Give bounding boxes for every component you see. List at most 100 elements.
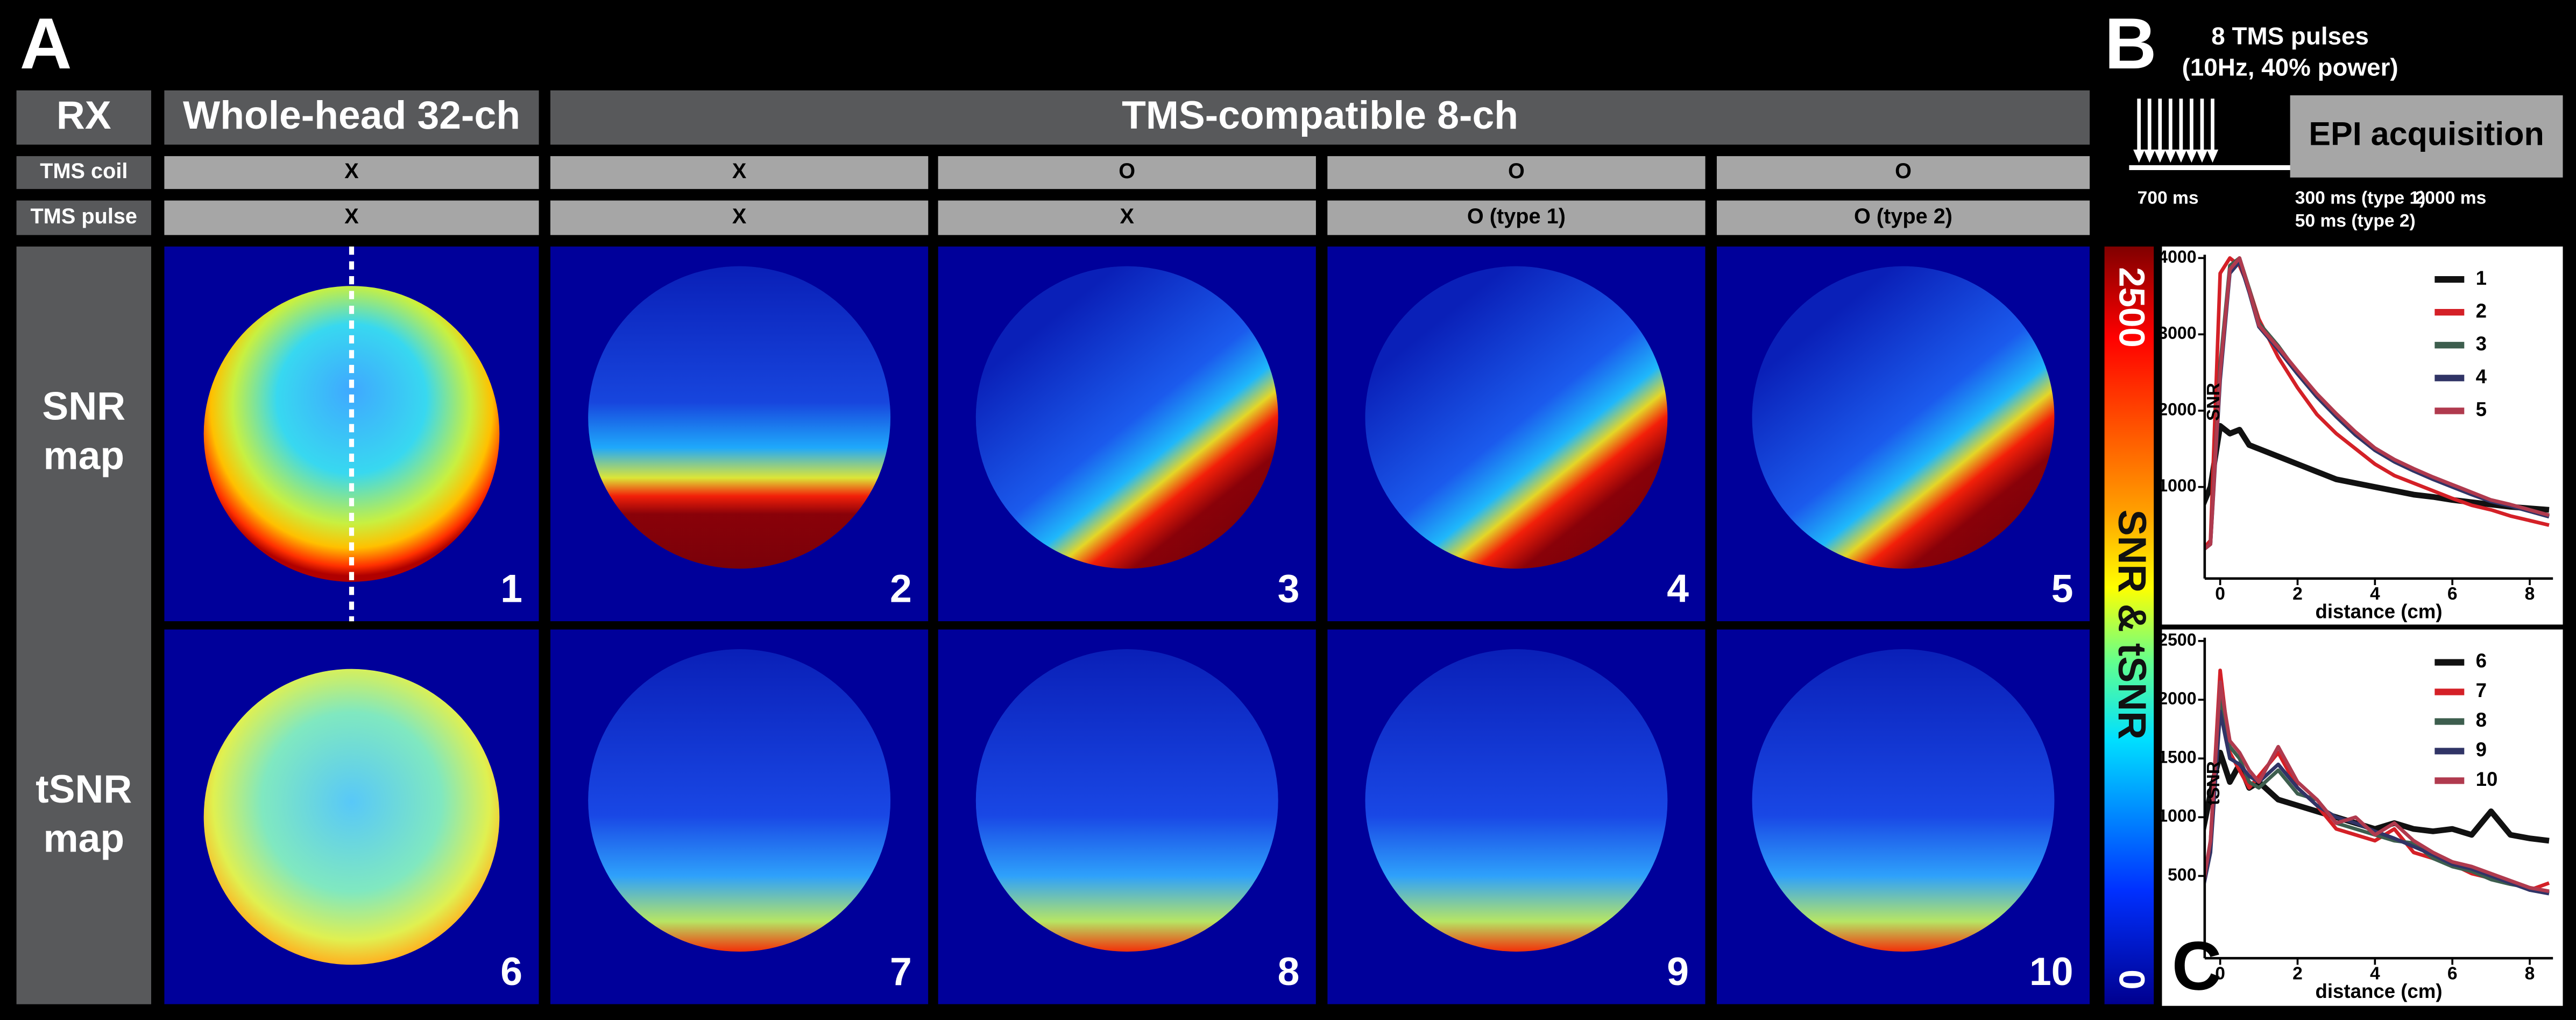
condition-text: O: [1895, 159, 1912, 183]
condition-text: O (type 2): [1854, 205, 1952, 228]
x-tick-label: 8: [2525, 584, 2535, 604]
header-rx: RX: [56, 93, 111, 137]
map-slice: [1752, 266, 2055, 569]
header-cell: [16, 90, 151, 145]
map-label: SNR: [42, 384, 125, 428]
map-number: 5: [2051, 567, 2073, 611]
brain-map: [938, 247, 1316, 622]
condition-cell: [1716, 200, 2090, 235]
brain-map: [1716, 629, 2090, 1004]
x-tick-label: 0: [2215, 584, 2225, 604]
y-tick-label: 1500: [2158, 748, 2196, 767]
condition-text: X: [732, 159, 747, 183]
map-slice: [588, 266, 891, 569]
condition-text: X: [344, 205, 359, 228]
map-number: 2: [890, 567, 912, 611]
condition-cell: [1716, 156, 2090, 189]
timing-label: 700 ms: [2138, 188, 2199, 208]
colorbar-tick: 2500: [2112, 267, 2152, 347]
brain-map: [938, 629, 1316, 1004]
map-number: 3: [1278, 567, 1300, 611]
colorbar-tick: 0: [2112, 969, 2152, 989]
map-slice: [1365, 266, 1668, 569]
epi-box: [2290, 95, 2563, 178]
y-tick-label: 1000: [2158, 476, 2196, 495]
colorbar-label: SNR & tSNR: [2110, 510, 2154, 740]
timing-label: 50 ms (type 2): [2295, 211, 2416, 231]
condition-cell: [1327, 200, 1705, 235]
legend-label: 9: [2476, 738, 2487, 761]
map-label-cell: [16, 247, 151, 1004]
timing-title: (10Hz, 40% power): [2182, 53, 2398, 81]
legend-label: 10: [2476, 768, 2498, 790]
condition-cell: [938, 156, 1316, 189]
timing-label: 300 ms (type 1): [2295, 188, 2426, 208]
brain-map: [164, 629, 539, 1004]
map-slice: [975, 266, 1278, 569]
map-number: 1: [500, 567, 522, 611]
timing-label: 2000 ms: [2415, 188, 2487, 208]
header-cell: [164, 90, 539, 145]
header-group: Whole-head 32-ch: [183, 93, 520, 137]
legend-label: 1: [2476, 267, 2487, 289]
map-number: 7: [890, 949, 912, 994]
pulse-head: [2196, 149, 2208, 163]
row-label-cell: [16, 156, 151, 189]
x-tick-label: 2: [2292, 584, 2303, 604]
y-tick-label: 2000: [2158, 399, 2196, 419]
map-label: tSNR: [36, 767, 132, 811]
legend-label: 3: [2476, 333, 2487, 355]
map-slice: [975, 649, 1278, 952]
pulse-head: [2154, 149, 2166, 163]
map-number: 8: [1278, 949, 1300, 994]
brain-map: [550, 629, 929, 1004]
x-tick-label: 2: [2292, 964, 2303, 984]
pulse-head: [2206, 149, 2219, 163]
timing-title: 8 TMS pulses: [2211, 22, 2369, 50]
epi-label: EPI acquisition: [2309, 116, 2544, 152]
condition-text: X: [1120, 205, 1135, 228]
y-tick-label: 4000: [2158, 247, 2196, 266]
condition-cell: [164, 200, 539, 235]
legend-label: 8: [2476, 709, 2487, 731]
condition-cell: [550, 200, 929, 235]
y-tick-label: 2000: [2158, 688, 2196, 708]
map-slice: [1752, 649, 2055, 952]
y-tick-label: 3000: [2158, 323, 2196, 343]
brain-map: [1327, 629, 1705, 1004]
row-label: TMS pulse: [31, 205, 137, 228]
condition-cell: [550, 156, 929, 189]
y-tick-label: 500: [2168, 865, 2196, 884]
brain-map: [1716, 247, 2090, 622]
legend-label: 5: [2476, 398, 2487, 420]
condition-cell: [1327, 156, 1705, 189]
pulse-head: [2175, 149, 2187, 163]
x-tick-label: 8: [2525, 964, 2535, 984]
legend-label: 2: [2476, 300, 2487, 322]
pulse-head: [2185, 149, 2198, 163]
condition-text: O: [1119, 159, 1135, 183]
pulse-head: [2133, 149, 2145, 163]
panel-label: A: [20, 3, 72, 84]
x-axis-label: distance (cm): [2315, 980, 2442, 1002]
row-label-cell: [16, 200, 151, 235]
map-number: 6: [500, 949, 522, 994]
brain-map: [550, 247, 929, 622]
row-label: TMS coil: [40, 159, 128, 183]
condition-cell: [164, 156, 539, 189]
y-axis-label: SNR: [2204, 383, 2224, 421]
series-line: [2204, 680, 2550, 894]
x-tick-label: 4: [2370, 964, 2380, 984]
x-tick-label: 4: [2370, 584, 2380, 604]
map-slice: [203, 286, 500, 582]
x-axis-label: distance (cm): [2315, 601, 2442, 623]
map-label: map: [43, 817, 124, 861]
panel-label: C: [2172, 927, 2222, 1004]
legend-label: 4: [2476, 365, 2487, 388]
legend-label: 7: [2476, 679, 2487, 701]
condition-text: X: [732, 205, 747, 228]
pulse-head: [2143, 149, 2155, 163]
y-tick-label: 2500: [2158, 630, 2196, 649]
series-line: [2204, 423, 2550, 513]
